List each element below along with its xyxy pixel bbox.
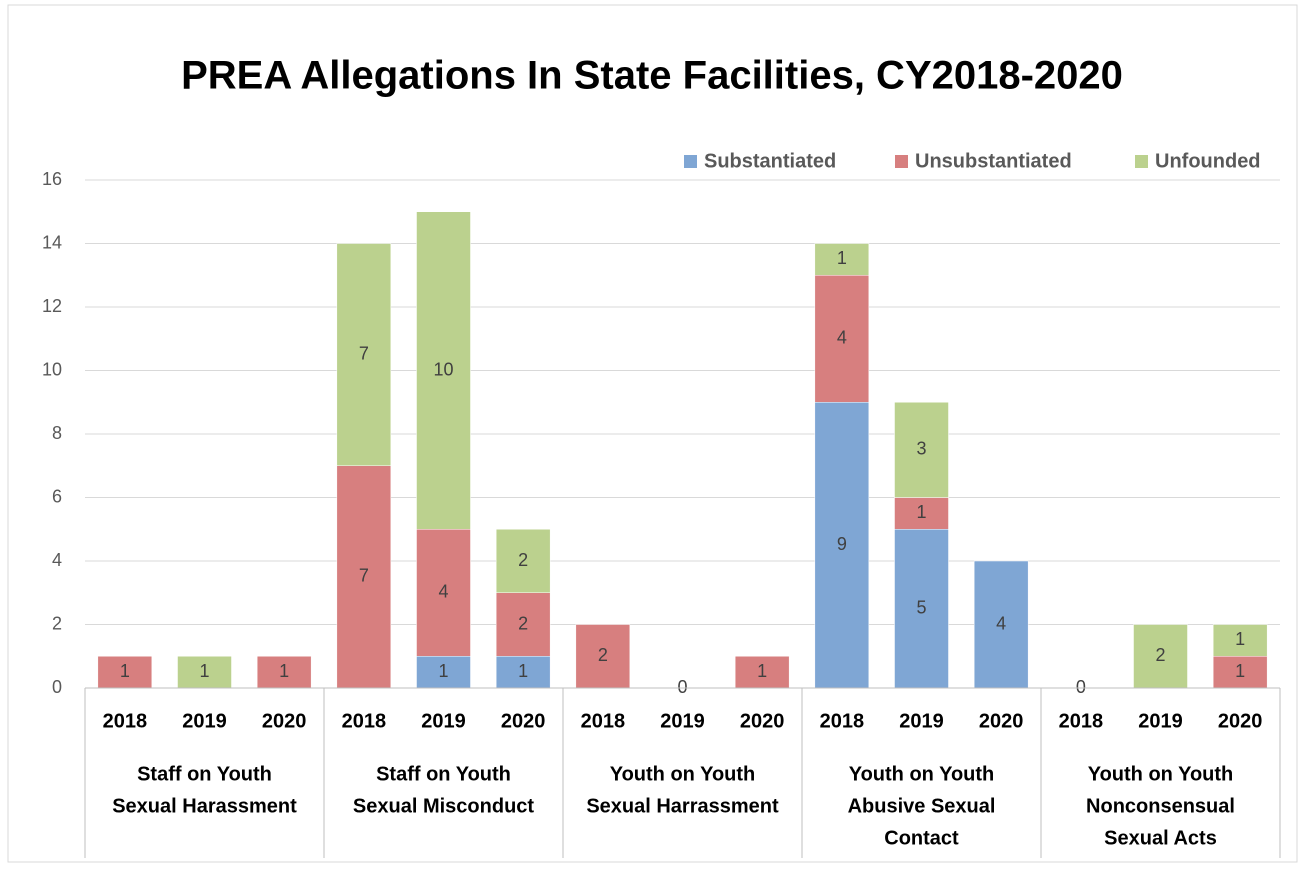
x-tick-label: 2020 [501, 710, 546, 732]
group-label: Abusive Sexual [848, 795, 996, 817]
x-tick-label: 2020 [740, 710, 785, 732]
group-label: Youth on Youth [849, 763, 995, 785]
data-label: 0 [1076, 677, 1086, 697]
data-label: 2 [518, 550, 528, 570]
bar-segment [1133, 624, 1188, 689]
data-label: 1 [518, 661, 528, 681]
x-tick-label: 2019 [421, 710, 466, 732]
group-label: Contact [884, 827, 959, 849]
data-label: 4 [438, 582, 448, 602]
y-tick-label: 16 [42, 169, 62, 189]
bar-segment [894, 497, 949, 530]
y-tick-label: 14 [42, 232, 62, 252]
data-label: 3 [916, 439, 926, 459]
group-label: Staff on Youth [376, 763, 511, 785]
bar-segment [416, 211, 471, 530]
y-tick-label: 12 [42, 296, 62, 316]
y-tick-label: 4 [52, 550, 62, 570]
group-label: Sexual Acts [1104, 827, 1217, 849]
data-label: 4 [996, 613, 1006, 633]
bar-segment [973, 560, 1029, 689]
data-label: 1 [438, 661, 448, 681]
bar-segment [575, 624, 631, 689]
bar-segment [1212, 656, 1268, 689]
bar-segment [1212, 624, 1268, 657]
data-label: 1 [1235, 629, 1245, 649]
data-label: 2 [518, 613, 528, 633]
group-label: Sexual Harassment [112, 795, 297, 817]
data-label: 1 [279, 661, 289, 681]
y-tick-label: 6 [52, 486, 62, 506]
data-label: 1 [916, 502, 926, 522]
x-tick-label: 2019 [182, 710, 227, 732]
data-label: 10 [433, 359, 453, 379]
x-tick-label: 2020 [262, 710, 307, 732]
legend-label: Unfounded [1155, 150, 1261, 172]
bar-segment [336, 243, 392, 466]
data-label: 5 [916, 597, 926, 617]
data-label: 1 [120, 661, 130, 681]
x-tick-label: 2018 [820, 710, 865, 732]
x-tick-label: 2020 [979, 710, 1024, 732]
bar-segment [814, 275, 870, 403]
data-label: 2 [1155, 645, 1165, 665]
bar-segment [734, 656, 790, 689]
legend-swatch [895, 155, 908, 168]
group-label: Youth on Youth [610, 763, 756, 785]
y-tick-label: 10 [42, 359, 62, 379]
data-label: 1 [757, 661, 767, 681]
x-tick-label: 2018 [342, 710, 387, 732]
bar-segment [416, 529, 471, 657]
data-label: 2 [598, 645, 608, 665]
legend-label: Substantiated [704, 150, 836, 172]
y-tick-label: 2 [52, 613, 62, 633]
data-label: 4 [837, 328, 847, 348]
bar-segment [814, 402, 870, 689]
group-label: Staff on Youth [137, 763, 272, 785]
data-label: 0 [677, 677, 687, 697]
y-tick-label: 8 [52, 423, 62, 443]
bar-segment [495, 529, 551, 593]
data-label: 1 [199, 661, 209, 681]
group-label: Nonconsensual [1086, 795, 1235, 817]
group-label: Sexual Misconduct [353, 795, 534, 817]
data-label: 9 [837, 534, 847, 554]
bar-segment [814, 243, 870, 276]
data-label: 7 [359, 343, 369, 363]
data-label: 1 [837, 248, 847, 268]
x-tick-label: 2018 [1059, 710, 1104, 732]
chart-title: PREA Allegations In State Facilities, CY… [181, 54, 1123, 98]
group-label: Youth on Youth [1088, 763, 1234, 785]
group-label: Sexual Harrassment [586, 795, 779, 817]
x-tick-label: 2020 [1218, 710, 1263, 732]
x-tick-label: 2018 [103, 710, 148, 732]
bar-segment [894, 402, 949, 498]
bar-segment [495, 656, 551, 689]
data-label: 7 [359, 566, 369, 586]
x-tick-label: 2018 [581, 710, 626, 732]
legend-label: Unsubstantiated [915, 150, 1072, 172]
x-tick-label: 2019 [660, 710, 705, 732]
bar-segment [894, 529, 949, 689]
legend-swatch [1135, 155, 1148, 168]
data-label: 1 [1235, 661, 1245, 681]
x-tick-label: 2019 [899, 710, 944, 732]
legend-swatch [684, 155, 697, 168]
y-tick-label: 0 [52, 677, 62, 697]
x-tick-label: 2019 [1138, 710, 1183, 732]
